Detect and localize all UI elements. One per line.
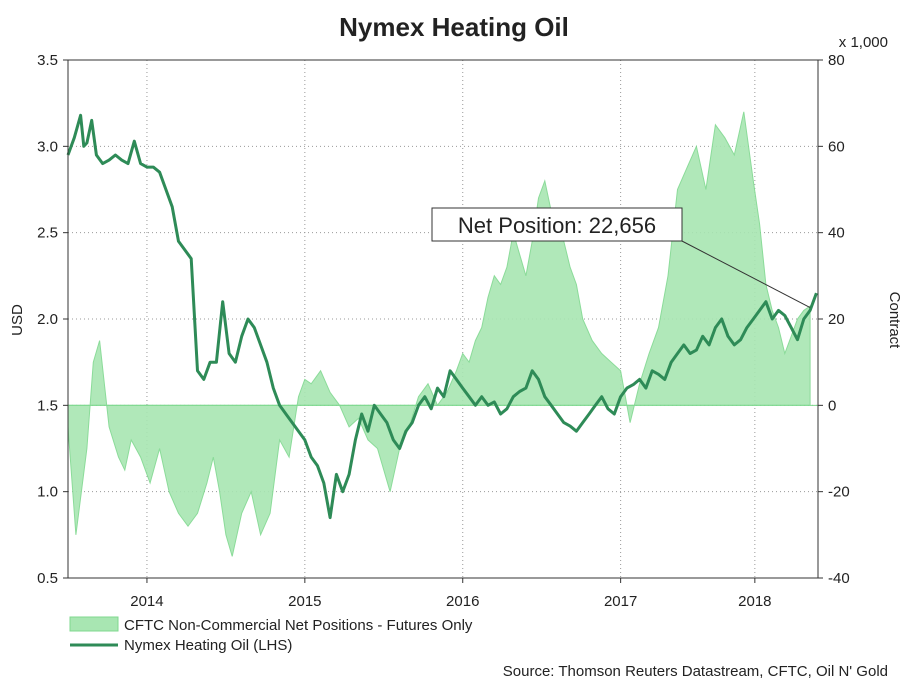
right-tick-label-0: -40: [828, 570, 850, 587]
left-tick-label-3: 2.0: [37, 311, 58, 328]
right-tick-label-3: 20: [828, 311, 845, 328]
legend-label-cftc: CFTC Non-Commercial Net Positions - Futu…: [124, 617, 473, 634]
right-tick-label-5: 60: [828, 138, 845, 155]
left-tick-label-0: 0.5: [37, 570, 58, 587]
right-tick-label-6: 80: [828, 52, 845, 69]
chart-title: Nymex Heating Oil: [339, 12, 569, 42]
x-tick-label-3: 2017: [604, 593, 637, 610]
left-tick-label-2: 1.5: [37, 397, 58, 414]
series-cftc-area: [67, 111, 811, 557]
annotation-box: [431, 207, 683, 242]
source-note: Source: Thomson Reuters Datastream, CFTC…: [503, 663, 888, 680]
left-tick-label-6: 3.5: [37, 52, 58, 69]
x-tick-label-2: 2016: [446, 593, 479, 610]
legend-label-heating-oil: Nymex Heating Oil (LHS): [124, 637, 292, 654]
x-tick-label-4: 2018: [738, 593, 771, 610]
left-tick-label-4: 2.5: [37, 225, 58, 242]
legend-swatch-cftc: [69, 616, 119, 632]
plot-area: 0.5 1.0 1.5 2.0 2.5 3.0 3.5 -40 -20 0 20 40 60 80 2014…: [37, 52, 850, 610]
x-tick-label-0: 2014: [130, 593, 163, 610]
left-tick-label-1: 1.0: [37, 484, 58, 501]
x-tick-label-1: 2015: [288, 593, 321, 610]
series-heating-oil-line: [66, 113, 818, 520]
right-tick-label-4: 40: [828, 225, 845, 242]
annotation-leader-line: [679, 239, 811, 308]
right-axis-multiplier: x 1,000: [839, 34, 888, 51]
right-tick-label-2: 0: [828, 397, 836, 414]
left-axis-label: USD: [9, 304, 26, 336]
annotation-text: Net Position: 22,656: [458, 213, 656, 238]
right-tick-label-1: -20: [828, 484, 850, 501]
legend: CFTC Non-Commercial Net Positions - Futu…: [69, 616, 473, 654]
left-tick-label-5: 3.0: [37, 138, 58, 155]
right-axis-label: Contract: [886, 292, 903, 350]
